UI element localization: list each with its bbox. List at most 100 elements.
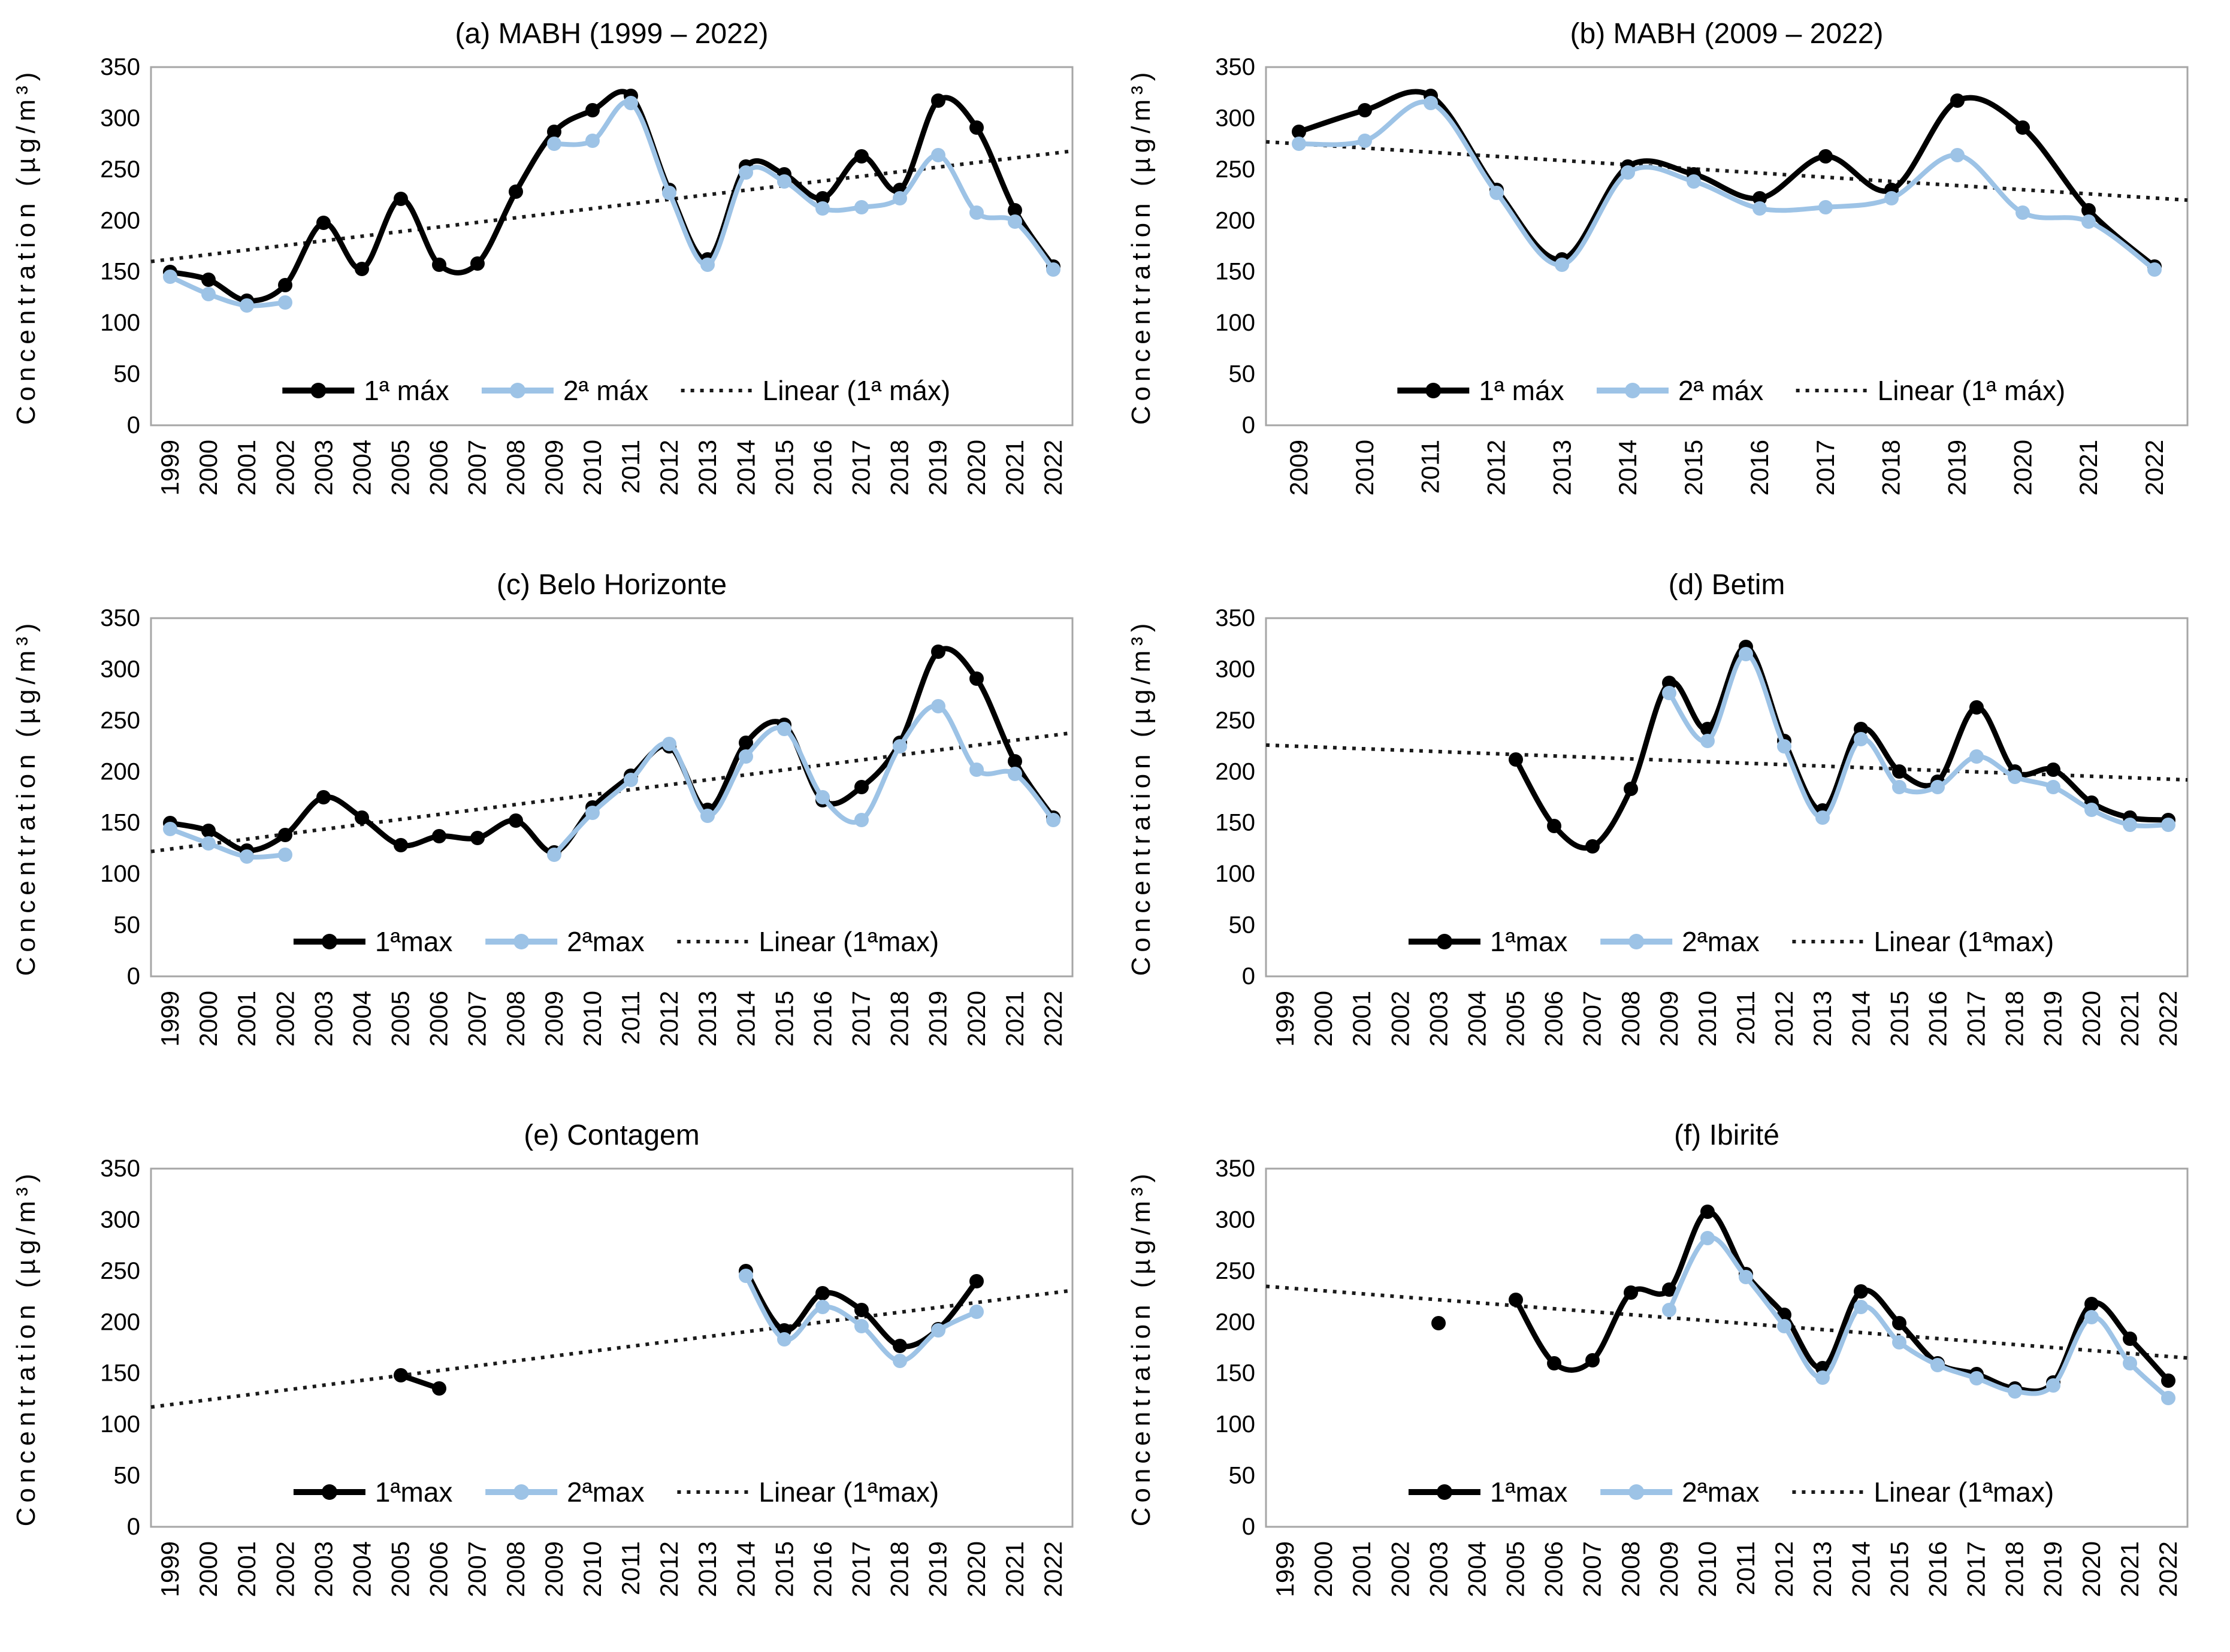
data-point <box>1687 174 1701 189</box>
x-tick-label: 1999 <box>1271 1541 1299 1597</box>
data-point <box>739 1269 753 1283</box>
data-point <box>969 120 984 135</box>
y-tick-label: 350 <box>1215 54 1255 80</box>
data-point <box>1008 767 1022 781</box>
data-point <box>700 809 715 823</box>
data-point <box>585 806 600 820</box>
x-tick-label: 2003 <box>309 440 337 495</box>
y-tick-label: 250 <box>1215 156 1255 183</box>
legend-label: 1ª máx <box>1479 375 1564 406</box>
data-point <box>1662 676 1676 690</box>
x-tick-label: 2012 <box>1770 1541 1798 1597</box>
y-tick-label: 200 <box>1215 758 1255 785</box>
legend: 1ªmax 2ªmax Linear (1ªmax) <box>293 1476 939 1508</box>
data-point <box>700 258 715 272</box>
x-tick-label: 2008 <box>1616 1541 1645 1597</box>
data-point <box>2046 1378 2060 1393</box>
y-tick-label: 200 <box>1215 207 1255 234</box>
x-tick-label: 2022 <box>2140 440 2168 495</box>
x-tick-label: 2005 <box>386 1541 415 1597</box>
data-point <box>662 737 676 751</box>
data-point <box>777 1332 791 1347</box>
x-tick-label: 2007 <box>1578 1541 1606 1597</box>
data-point <box>931 1323 945 1338</box>
legend: 1ªmax 2ªmax Linear (1ªmax) <box>1408 1476 2054 1508</box>
trendline-linear <box>150 149 1073 264</box>
y-axis: 0 50 100 150 200 250 300 350 <box>1215 54 1255 438</box>
x-axis: 1999 2000 2001 2002 2003 2004 2005 2006 2007 2008… <box>156 991 1067 1046</box>
data-point <box>854 813 869 827</box>
x-tick-label: 2000 <box>194 1541 222 1597</box>
series-line <box>168 827 288 860</box>
x-tick-label: 2006 <box>1540 1541 1568 1597</box>
data-point <box>547 137 561 151</box>
x-tick-label: 2015 <box>770 991 798 1046</box>
series-2a-max <box>163 699 1060 864</box>
legend-marker <box>310 383 327 398</box>
x-tick-label: 2019 <box>924 1541 952 1597</box>
legend-item-linear: Linear (1ªmax) <box>677 926 939 957</box>
chart-canvas-c: (c) Belo Horizonte 0 50 100 150 200 250 300 350 C… <box>11 569 1074 1046</box>
data-point <box>2123 1332 2137 1346</box>
x-tick-label: 2014 <box>1613 440 1642 495</box>
legend-item-linear: Linear (1ªmax) <box>677 1476 939 1508</box>
data-point <box>1930 1358 1945 1372</box>
data-point <box>2084 1297 2099 1311</box>
x-tick-label: 2004 <box>348 440 376 495</box>
data-point <box>547 125 561 139</box>
data-point <box>2081 203 2096 217</box>
data-point <box>854 200 869 214</box>
x-tick-label: 2003 <box>1424 1541 1452 1597</box>
data-point <box>2147 262 2162 277</box>
data-point <box>278 848 292 862</box>
data-point <box>1424 96 1438 110</box>
data-point <box>2008 770 2022 784</box>
y-tick-label: 300 <box>1215 105 1255 131</box>
x-tick-label: 2018 <box>2001 1541 2029 1597</box>
x-tick-label: 2015 <box>770 1541 798 1597</box>
x-tick-label: 2017 <box>847 440 875 495</box>
x-tick-label: 2021 <box>2116 1541 2144 1597</box>
data-point <box>893 1339 907 1353</box>
data-point <box>316 790 331 804</box>
legend-label: 1ª máx <box>364 375 449 406</box>
series-markers <box>1662 647 2175 832</box>
y-axis-title: Concentration (µg/m³) <box>11 1169 41 1527</box>
y-tick-label: 100 <box>1215 1411 1255 1438</box>
y-tick-label: 100 <box>100 310 140 336</box>
data-point <box>815 1286 830 1300</box>
chart-canvas-b: (b) MABH (2009 – 2022) 0 50 100 150 200 250 300… <box>1126 18 2189 495</box>
data-point <box>893 1354 907 1368</box>
x-tick-label: 2017 <box>847 991 875 1046</box>
y-tick-label: 250 <box>100 1258 140 1284</box>
data-point <box>854 1303 869 1317</box>
data-point <box>1046 813 1060 827</box>
legend-label: Linear (1ªmax) <box>759 926 939 957</box>
x-tick-label: 2012 <box>655 1541 683 1597</box>
data-point <box>1739 1270 1753 1284</box>
x-tick-label: 2004 <box>348 991 376 1046</box>
series-markers <box>739 1269 984 1368</box>
data-point <box>931 93 945 108</box>
data-point <box>739 736 753 750</box>
series-1a-max <box>394 1264 984 1396</box>
x-tick-label: 2006 <box>425 440 453 495</box>
data-point <box>1292 137 1306 151</box>
legend-item-linear: Linear (1ªmax) <box>1792 1476 2054 1508</box>
data-point <box>1969 700 1984 715</box>
x-tick-label: 2009 <box>1655 991 1683 1046</box>
data-point <box>2123 818 2137 832</box>
data-point <box>1008 214 1022 229</box>
data-point <box>585 103 600 117</box>
x-tick-label: 2010 <box>578 991 606 1046</box>
y-tick-label: 50 <box>1229 1463 1256 1489</box>
x-tick-label: 2001 <box>232 1541 261 1597</box>
series-1a-max <box>1509 640 2175 854</box>
legend-label: Linear (1ª máx) <box>1878 375 2066 406</box>
legend-label: 2ª máx <box>563 375 648 406</box>
legend: 1ªmax 2ªmax Linear (1ªmax) <box>1408 926 2054 957</box>
x-tick-label: 2007 <box>463 440 491 495</box>
y-tick-label: 0 <box>1242 963 1255 990</box>
data-point <box>931 699 945 713</box>
